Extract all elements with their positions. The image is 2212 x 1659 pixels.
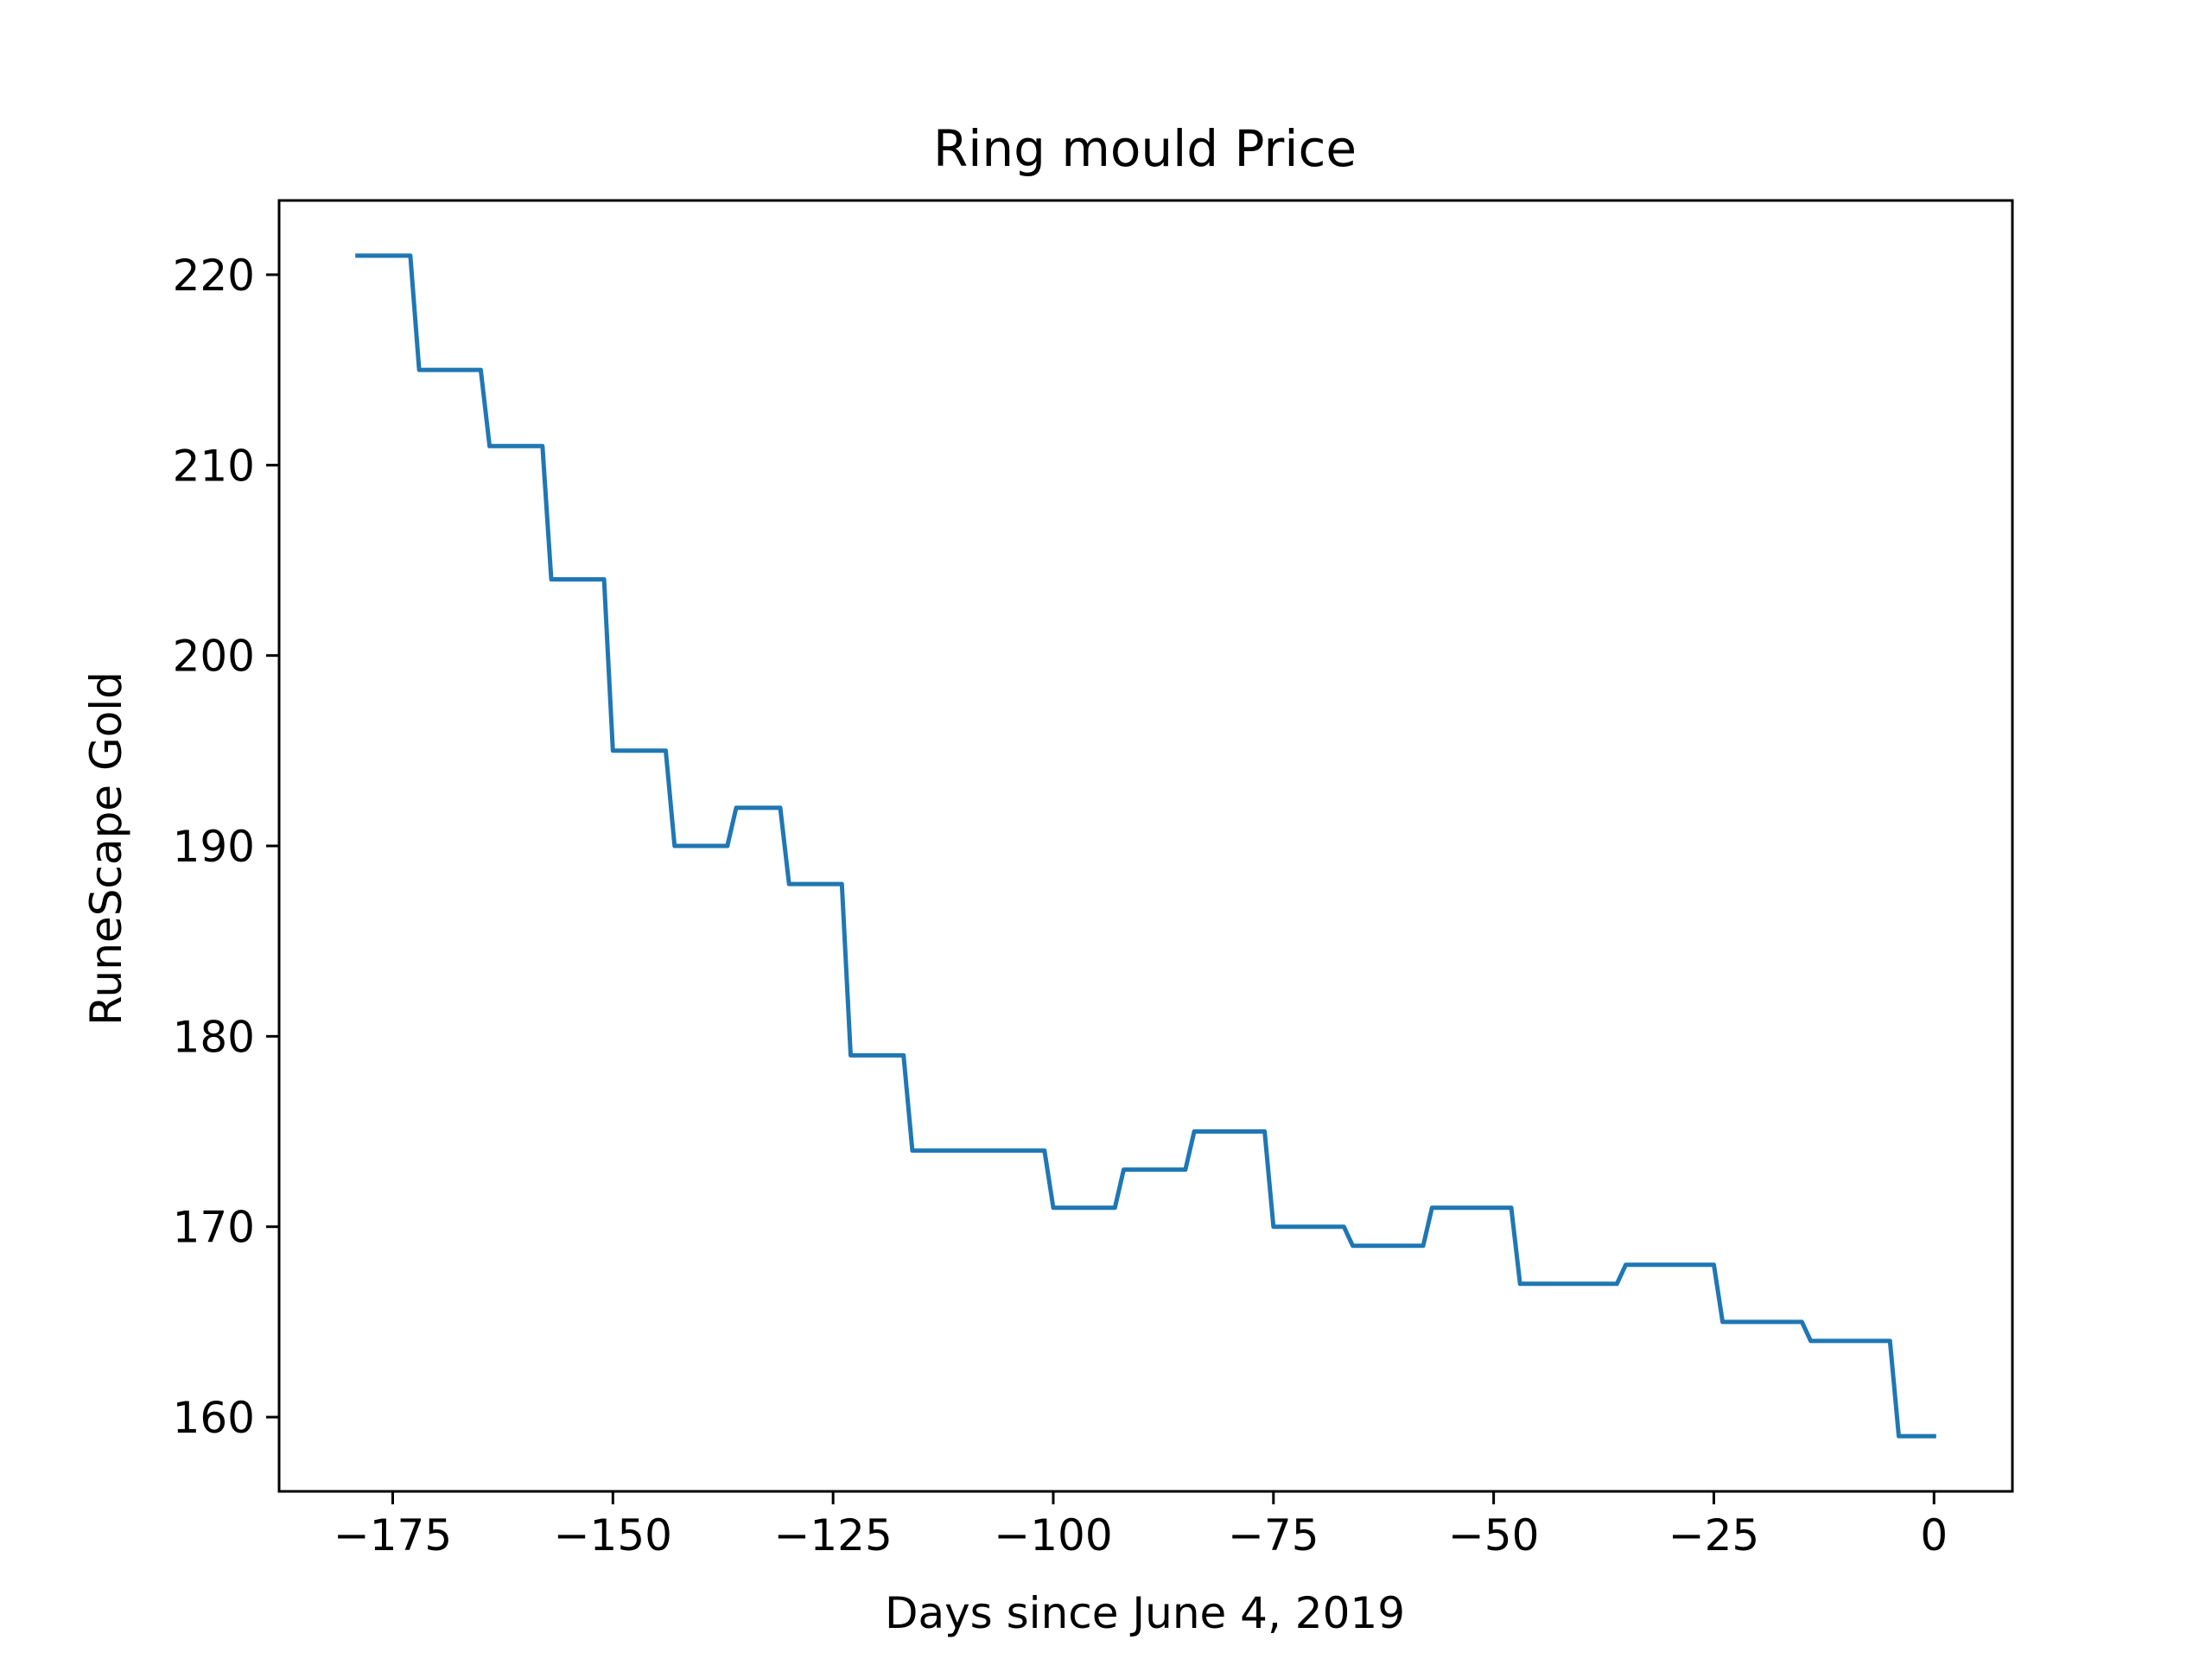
y-tick-label: 200	[173, 632, 255, 682]
x-tick-label: −25	[1669, 1510, 1760, 1560]
price-series-line	[355, 253, 1936, 1439]
x-tick-label: −50	[1448, 1510, 1540, 1560]
x-tick-label: −150	[554, 1510, 672, 1560]
x-tick-label: −175	[334, 1510, 452, 1560]
series-layer	[355, 253, 1936, 1439]
x-axis-label: Days since June 4, 2019	[885, 1588, 1405, 1638]
axis-ticks: −175 −150 −125 −100 −75 −50 −25 0 160 170 180 190 20…	[173, 251, 1948, 1560]
plot-frame	[277, 199, 2014, 1493]
y-axis-label: RuneScape Gold	[81, 671, 131, 1026]
y-tick-label: 160	[173, 1393, 255, 1443]
x-tick-label: −75	[1228, 1510, 1319, 1560]
y-tick-label: 180	[173, 1012, 255, 1062]
y-tick-label: 170	[173, 1203, 255, 1253]
y-tick-label: 220	[173, 251, 255, 301]
x-tick-label: −125	[773, 1510, 892, 1560]
x-tick-label: 0	[1920, 1510, 1948, 1560]
chart-title: Ring mould Price	[933, 119, 1357, 178]
y-tick-label: 190	[173, 822, 255, 872]
y-tick-label: 210	[173, 441, 255, 491]
x-tick-label: −100	[994, 1510, 1112, 1560]
